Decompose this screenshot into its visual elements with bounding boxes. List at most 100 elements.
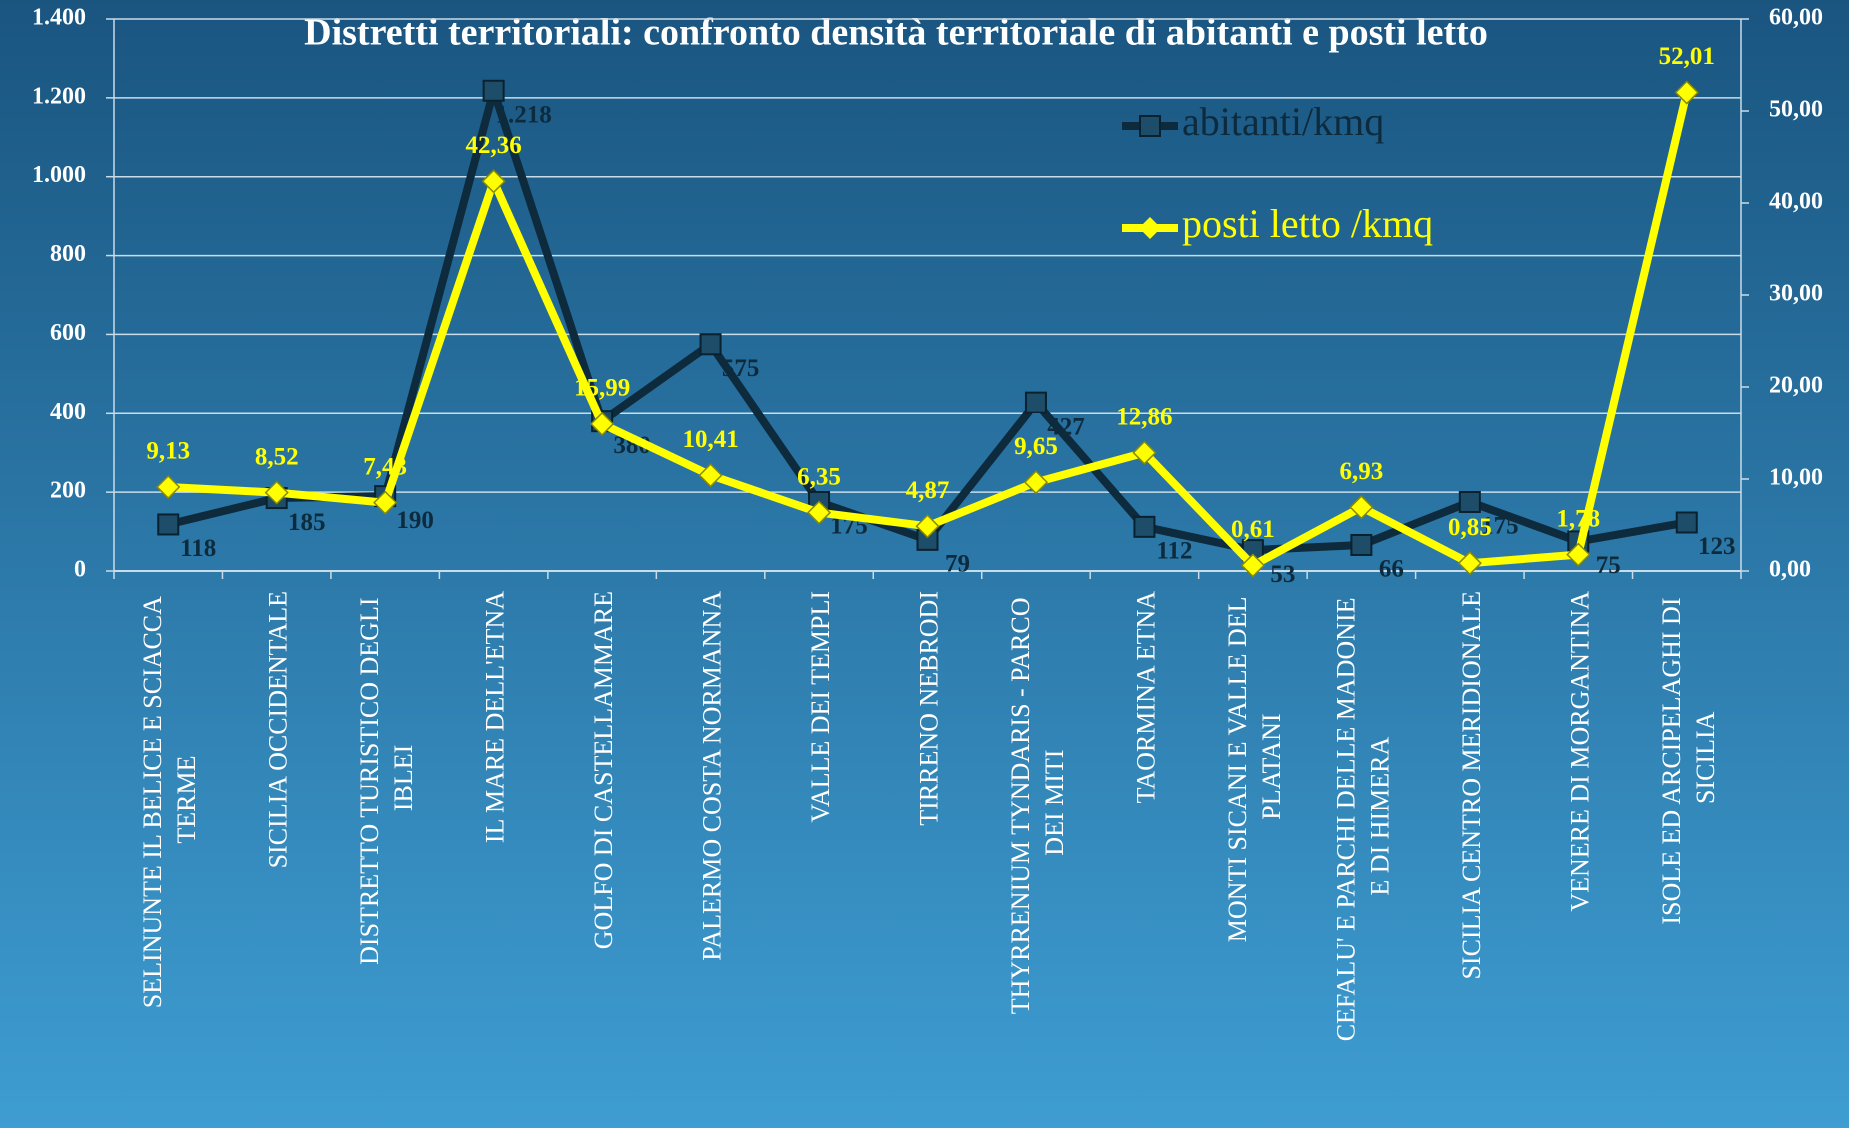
x-tick-label: PALERMO COSTA NORMANNA [698,591,727,961]
marker [1566,542,1591,567]
marker [157,513,180,536]
x-tick-label: ISOLE ED ARCIPELAGHI DI SICILIA [1657,591,1720,925]
data-label: 4,87 [906,477,950,504]
data-label: 185 [288,509,326,536]
y2-tick-label: 30,00 [1769,281,1823,307]
legend-label: abitanti/kmq [1182,99,1384,144]
x-tick-label: IL MARE DELL'ETNA [481,591,510,843]
legend-marker [1139,217,1161,239]
y2-tick-label: 10,00 [1769,465,1823,491]
x-tick-label-group: THYRRENIUM TYNDARIS - PARCO DEI MITI [1006,591,1069,1014]
data-label: 52,01 [1659,43,1715,70]
marker [590,411,615,436]
marker [1349,495,1374,520]
marker [1458,491,1481,513]
marker [1132,440,1157,465]
marker [698,463,723,488]
data-label: 190 [396,507,434,534]
legend-marker [1139,115,1161,137]
x-tick-label: VALLE DEI TEMPLI [806,591,835,823]
data-label: 79 [945,551,970,578]
data-label: 9,13 [146,438,190,465]
y2-tick-label: 40,00 [1769,189,1823,215]
marker [699,333,722,356]
data-label: 66 [1379,556,1404,583]
data-label: 9,65 [1014,433,1058,460]
data-label: 0,61 [1231,516,1275,543]
marker [1674,80,1699,105]
x-tick-label-group: TIRRENO NEBRODI [914,591,943,826]
data-label: 12,86 [1116,403,1172,430]
y-tick-label: 200 [50,478,86,504]
marker [1023,470,1049,495]
data-label: 42,36 [466,132,522,159]
y-tick-label: 400 [50,399,86,425]
x-tick-label-group: GOLFO DI CASTELLAMMARE [589,591,618,949]
x-tick-label-group: SELINUNTE IL BELICE E SCIACCA TERME [138,591,201,1008]
y2-tick-label: 20,00 [1769,373,1823,399]
marker [482,79,505,102]
x-tick-label: VENERE DI MORGANTINA [1565,591,1594,912]
x-tick-label: SICILIA CENTRO MERIDIONALE [1457,591,1486,980]
y-tick-label: 1.400 [32,5,86,31]
marker [1133,515,1156,538]
x-tick-label: TAORMINA ETNA [1131,591,1160,804]
x-tick-label-group: SICILIA OCCIDENTALE [264,591,293,868]
marker [1457,551,1482,576]
marker [1240,553,1265,578]
x-tick-label-group: ISOLE ED ARCIPELAGHI DI SICILIA [1657,591,1720,925]
y2-tick-label: 60,00 [1769,5,1823,31]
x-tick-label: TIRRENO NEBRODI [914,591,943,826]
data-label: 10,41 [682,426,738,453]
x-tick-label-group: TAORMINA ETNA [1131,591,1160,804]
x-tick-label-group: PALERMO COSTA NORMANNA [698,591,727,961]
y2-tick-label: 0,00 [1769,557,1811,583]
y-tick-label: 800 [50,241,86,267]
data-label: 53 [1270,561,1295,588]
data-label: 575 [722,355,760,382]
x-tick-label: DISTRETTO TURISTICO DEGLI IBLEI [355,591,418,965]
marker [1024,391,1047,414]
data-label: 75 [1596,552,1621,579]
chart-title: Distretti territoriali: confronto densit… [304,12,1488,54]
x-tick-label-group: VALLE DEI TEMPLI [806,591,835,823]
marker [1675,511,1698,534]
x-tick-label: SELINUNTE IL BELICE E SCIACCA TERME [138,591,201,1008]
marker [915,514,940,539]
marker [264,480,289,505]
data-label: 6,93 [1339,458,1383,485]
y2-tick-label: 50,00 [1769,97,1823,123]
data-label: 0,85 [1448,514,1492,541]
marker [806,500,832,525]
x-tick-label-group: MONTI SICANI E VALLE DEL PLATANI [1223,591,1286,942]
x-tick-label: MONTI SICANI E VALLE DEL PLATANI [1223,591,1286,942]
marker [156,474,181,500]
x-tick-label-group: CEFALU' E PARCHI DELLE MADONIE E DI HIME… [1331,591,1394,1041]
x-tick-label: CEFALU' E PARCHI DELLE MADONIE E DI HIME… [1331,591,1394,1041]
y-tick-label: 1.000 [32,162,86,188]
x-tick-label-group: DISTRETTO TURISTICO DEGLI IBLEI [355,591,418,965]
marker [1350,533,1373,556]
data-label: 123 [1698,533,1736,560]
legend-label: posti letto /kmq [1182,201,1433,246]
data-label: 118 [180,535,216,562]
x-tick-label-group: IL MARE DELL'ETNA [481,591,510,843]
data-label: 6,35 [797,463,841,490]
data-label: 1,78 [1556,505,1600,532]
data-label: 1.218 [496,101,552,128]
marker [481,169,506,194]
x-tick-label: GOLFO DI CASTELLAMMARE [589,591,618,949]
x-tick-label: THYRRENIUM TYNDARIS - PARCO DEI MITI [1006,591,1069,1014]
x-tick-label-group: VENERE DI MORGANTINA [1565,591,1594,912]
data-label: 7,43 [363,453,407,480]
y-tick-label: 0 [74,557,86,583]
data-label: 15,99 [574,375,630,402]
y-tick-label: 1.200 [32,83,86,109]
x-tick-label: SICILIA OCCIDENTALE [264,591,293,868]
marker [373,490,398,515]
data-label: 8,52 [255,443,299,470]
data-label: 112 [1156,538,1192,565]
